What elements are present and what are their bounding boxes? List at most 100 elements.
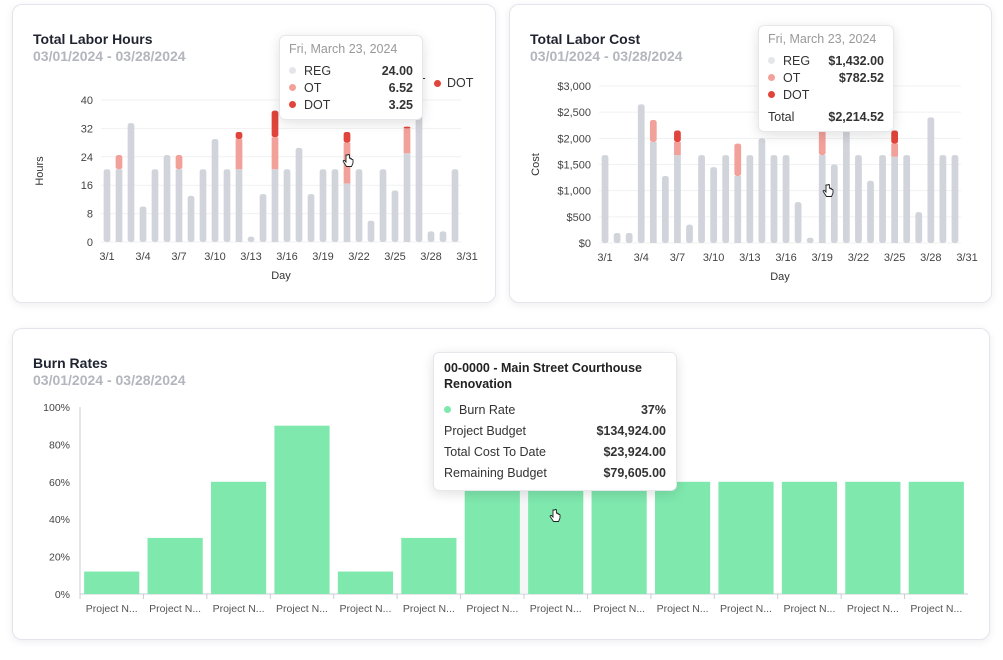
- y-tick-label: 0%: [55, 589, 70, 601]
- burn-rate-bar: [84, 571, 140, 594]
- x-tick-label: 3/16: [775, 252, 796, 264]
- burn-rates-chart[interactable]: 0% 20% 40% 60% 80% 100% Project N... Project N.…: [13, 329, 989, 639]
- x-tick-label: 3/4: [135, 251, 150, 263]
- bar-ot: [649, 120, 657, 142]
- tooltip-label: Project Budget: [444, 423, 526, 438]
- x-tick-label: 3/4: [634, 252, 649, 264]
- bar-reg: [199, 169, 207, 242]
- bar-reg: [637, 104, 645, 243]
- hand-cursor-icon: [822, 183, 834, 197]
- x-tick-label: Project N...: [657, 603, 709, 615]
- x-tick-label: 3/13: [739, 252, 760, 264]
- bar-reg: [343, 183, 351, 242]
- tooltip-label: Remaining Budget: [444, 465, 547, 480]
- bar-reg: [722, 155, 730, 243]
- tooltip-row-cost-to-date: Total Cost To Date $23,924.00: [444, 441, 666, 462]
- burn-swatch: [444, 406, 451, 413]
- x-axis-title: Day: [271, 270, 291, 282]
- bar-reg: [403, 153, 411, 242]
- reg-swatch: [768, 57, 775, 64]
- y-tick-label: 20%: [49, 552, 70, 564]
- labor-hours-title: Total Labor Hours: [33, 31, 153, 47]
- tooltip-label: DOT: [783, 87, 810, 102]
- bar-reg: [139, 206, 147, 242]
- burn-rate-bar: [337, 571, 394, 594]
- legend-dot-swatch: [434, 79, 441, 87]
- tooltip-date: Fri, March 23, 2024: [768, 32, 877, 46]
- x-tick-label: 3/25: [384, 251, 405, 263]
- bar-reg: [758, 138, 766, 243]
- bar-dot: [674, 130, 681, 142]
- burn-rate-bar: [147, 537, 203, 594]
- x-tick-label: Project N...: [403, 603, 455, 615]
- tooltip-row-ot: OT 6.52: [289, 79, 413, 96]
- burn-rate-bar: [908, 481, 964, 594]
- x-tick-label: Project N...: [910, 603, 962, 615]
- bar-reg: [951, 155, 959, 243]
- bar-reg: [830, 164, 838, 243]
- bar-reg: [661, 176, 669, 243]
- bar-reg: [903, 155, 911, 243]
- tooltip-row-dot: DOT 3.25: [289, 96, 413, 113]
- hand-cursor-icon: [342, 153, 354, 167]
- bar-reg: [746, 155, 754, 243]
- tooltip-value: $23,924.00: [603, 444, 666, 459]
- bar-ot: [115, 155, 123, 170]
- bar-reg: [259, 194, 267, 242]
- bar-ot: [403, 128, 411, 154]
- burn-rate-bar: [781, 481, 838, 594]
- x-tick-label: Project N...: [339, 603, 391, 615]
- y-tick-label: $1,500: [557, 160, 591, 172]
- bar-reg: [175, 169, 183, 242]
- bar-dot: [343, 131, 351, 143]
- burn-rate-bar: [274, 425, 330, 594]
- labor-cost-date-range: 03/01/2024 - 03/28/2024: [530, 48, 683, 64]
- bar-reg: [879, 155, 886, 243]
- x-tick-label: 3/10: [703, 252, 724, 264]
- x-tick-label: 3/19: [812, 252, 833, 264]
- bar-reg: [355, 169, 363, 242]
- x-tick-label: Project N...: [593, 603, 645, 615]
- bar-ot: [891, 143, 899, 157]
- burn-rates-card: Burn Rates 03/01/2024 - 03/28/2024 0% 20%…: [12, 328, 990, 640]
- tooltip-row-reg: REG $1,432.00: [768, 52, 884, 69]
- bar-reg: [818, 155, 826, 243]
- labor-hours-legend-dot[interactable]: DOT: [434, 76, 473, 90]
- y-tick-label: 16: [81, 180, 93, 192]
- x-tick-label: Project N...: [847, 603, 899, 615]
- x-tick-label: Project N...: [530, 603, 582, 615]
- ot-swatch: [768, 74, 775, 81]
- tooltip-row-ot: OT $782.52: [768, 69, 884, 86]
- y-tick-label: $1,000: [557, 186, 591, 198]
- x-tick-label: Project N...: [276, 603, 328, 615]
- tooltip-label: Total Cost To Date: [444, 444, 546, 459]
- x-tick-label: 3/31: [456, 251, 477, 263]
- tooltip-date: Fri, March 23, 2024: [289, 42, 398, 56]
- bar-reg: [806, 237, 814, 243]
- x-tick-label: 3/28: [920, 252, 941, 264]
- tooltip-value: $782.52: [838, 70, 884, 85]
- bar-reg: [613, 233, 621, 243]
- bar-reg: [625, 233, 633, 243]
- tooltip-value: $79,605.00: [603, 465, 666, 480]
- bar-reg: [939, 155, 947, 243]
- bar-reg: [649, 141, 657, 243]
- bar-ot: [235, 139, 243, 170]
- bar-reg: [379, 169, 387, 242]
- ot-swatch: [289, 84, 296, 91]
- bar-reg: [927, 117, 935, 243]
- bar-reg: [211, 139, 219, 242]
- x-tick-label: Project N...: [213, 603, 265, 615]
- tooltip-value: 24.00: [381, 63, 413, 78]
- x-tick-label: 3/13: [240, 251, 261, 263]
- bar-reg: [855, 155, 862, 243]
- y-tick-label: 40: [81, 95, 93, 107]
- y-tick-label: $500: [567, 212, 591, 224]
- bar-reg: [103, 169, 111, 242]
- x-tick-label: 3/22: [348, 251, 369, 263]
- bar-reg: [187, 195, 195, 242]
- burn-rate-bar: [591, 481, 647, 594]
- x-tick-label: 3/7: [171, 251, 186, 263]
- x-tick-label: Project N...: [783, 603, 835, 615]
